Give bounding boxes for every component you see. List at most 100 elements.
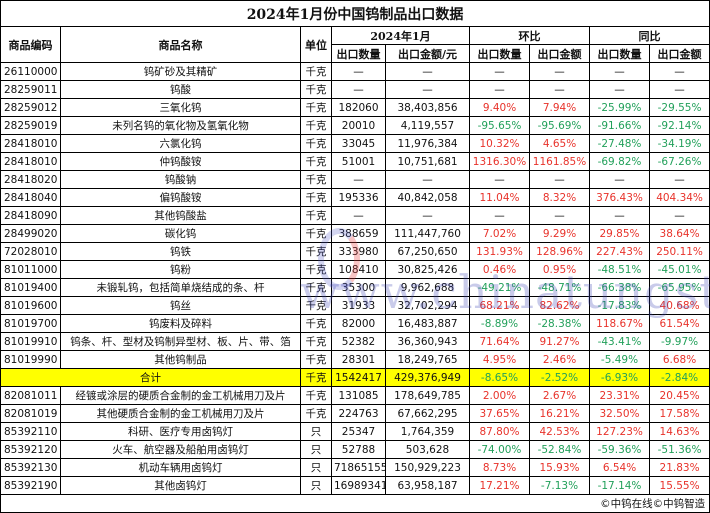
cell-yoy-qty: -91.66% xyxy=(589,116,650,135)
header-yoy: 同比 xyxy=(588,26,710,45)
cell-mom-amt: 91.27% xyxy=(529,332,590,351)
cell-yoy-qty: 118.67% xyxy=(589,314,650,333)
cell-unit: 千克 xyxy=(300,278,332,297)
header-amount: 出口金额/元 xyxy=(385,44,470,63)
cell-mom-amt: -48.71% xyxy=(529,278,590,297)
cell-unit: 千克 xyxy=(300,332,332,351)
cell-amount: 503,628 xyxy=(385,440,470,459)
cell-name: 经镀或涂层的硬质合金制的金工机械用刀及片 xyxy=(60,386,301,405)
cell-qty: 33045 xyxy=(331,134,386,153)
cell-mom-qty: 131.93% xyxy=(469,242,530,261)
cell-amount: 63,958,187 xyxy=(385,476,470,495)
cell-mom-qty: 17.21% xyxy=(469,476,530,495)
cell-qty: 131085 xyxy=(331,386,386,405)
cell-amount: — xyxy=(385,170,470,189)
cell-unit: 只 xyxy=(300,476,332,495)
cell-mom-amt: 82.62% xyxy=(529,296,590,315)
cell-yoy-qty: -66.38% xyxy=(589,278,650,297)
cell-yoy-amt: 17.58% xyxy=(648,404,710,423)
header-yoy-qty: 出口数量 xyxy=(589,44,650,63)
table-row: 28418010 六氯化钨 千克 33045 11,976,384 10.32% 4.65%… xyxy=(0,134,710,153)
cell-code: 26110000 xyxy=(0,62,61,81)
cell-yoy-qty: 376.43% xyxy=(589,188,650,207)
cell-mom-amt: -95.69% xyxy=(529,116,590,135)
cell-yoy-amt: 6.68% xyxy=(648,350,710,369)
cell-code: 82081019 xyxy=(0,404,61,423)
cell-mom-qty: 2.00% xyxy=(469,386,530,405)
cell-yoy-amt: — xyxy=(648,80,710,99)
table-row: 81019910 钨条、杆、型材及钨制异型材、板、片、带、箔 千克 52382 36,3… xyxy=(0,332,710,351)
cell-code: 28418010 xyxy=(0,152,61,171)
cell-amount: 36,360,943 xyxy=(385,332,470,351)
cell-mom-amt: 2.67% xyxy=(529,386,590,405)
cell-code: 81019600 xyxy=(0,296,61,315)
cell-amount: — xyxy=(385,80,470,99)
table-row: 85392110 科研、医疗专用卤钨灯只 25347 1,764,359 87.80% 4… xyxy=(0,422,710,441)
cell-code: 28418040 xyxy=(0,188,61,207)
cell-mom-amt: 128.96% xyxy=(529,242,590,261)
cell-mom-amt: 7.94% xyxy=(529,98,590,117)
cell-mom-qty: — xyxy=(469,80,530,99)
cell-yoy-amt: -2.84% xyxy=(648,368,710,387)
cell-qty: 52382 xyxy=(331,332,386,351)
cell-qty: 16989341 xyxy=(331,476,386,495)
cell-amount: 40,842,058 xyxy=(385,188,470,207)
cell-code: 28499020 xyxy=(0,224,61,243)
cell-unit: 千克 xyxy=(300,386,332,405)
cell-mom-qty: — xyxy=(469,170,530,189)
cell-amount: — xyxy=(385,206,470,225)
cell-mom-qty: 10.32% xyxy=(469,134,530,153)
cell-name: 偏钨酸铵 xyxy=(60,188,301,207)
cell-mom-qty: 68.21% xyxy=(469,296,530,315)
total-row: 合计 千克 1542417 429,376,949 -8.65% -2.52% -6.93%… xyxy=(0,368,710,387)
cell-yoy-amt: -34.19% xyxy=(648,134,710,153)
cell-yoy-amt: 20.45% xyxy=(648,386,710,405)
cell-name: 碳化钨 xyxy=(60,224,301,243)
table-row: 82081011 经镀或涂层的硬质合金制的金工机械用刀及片 千克 131085 178,… xyxy=(0,386,710,405)
cell-mom-qty: 9.40% xyxy=(469,98,530,117)
cell-code: 85392120 xyxy=(0,440,61,459)
cell-mom-qty: — xyxy=(469,62,530,81)
cell-name: 钨废料及碎料 xyxy=(60,314,301,333)
cell-qty: — xyxy=(331,62,386,81)
table-row: 28418010 仲钨酸铵 千克 51001 10,751,681 1316.30% 116… xyxy=(0,152,710,171)
cell-mom-amt: 42.53% xyxy=(529,422,590,441)
table-title: 2024年1月份中国钨制品出口数据 xyxy=(0,0,710,27)
cell-yoy-qty: 23.31% xyxy=(589,386,650,405)
cell-amount: 1,764,359 xyxy=(385,422,470,441)
table-row: 28259011 钨酸 千克 — — — — — — xyxy=(0,80,710,99)
cell-yoy-qty: — xyxy=(589,62,650,81)
cell-qty: 195336 xyxy=(331,188,386,207)
cell-yoy-qty: -59.36% xyxy=(589,440,650,459)
cell-unit: 千克 xyxy=(300,98,332,117)
header-mom: 环比 xyxy=(469,26,590,45)
cell-mom-amt: 0.95% xyxy=(529,260,590,279)
cell-code: 85392130 xyxy=(0,458,61,477)
cell-unit: 千克 xyxy=(300,80,332,99)
cell-amount: 32,702,294 xyxy=(385,296,470,315)
cell-amount: 11,976,384 xyxy=(385,134,470,153)
cell-mom-amt: 2.46% xyxy=(529,350,590,369)
cell-unit: 千克 xyxy=(300,242,332,261)
table-row: 28259012 三氧化钨 千克 182060 38,403,856 9.40% 7.94%… xyxy=(0,98,710,117)
cell-mom-qty: -49.21% xyxy=(469,278,530,297)
cell-code: 82081011 xyxy=(0,386,61,405)
cell-unit: 千克 xyxy=(300,206,332,225)
cell-yoy-amt: -92.14% xyxy=(648,116,710,135)
cell-mom-amt: 4.65% xyxy=(529,134,590,153)
cell-qty: 182060 xyxy=(331,98,386,117)
header-qty: 出口数量 xyxy=(331,44,386,63)
cell-code: 85392190 xyxy=(0,476,61,495)
copyright-footer: ©中钨在线©中钨智造 xyxy=(0,494,710,513)
cell-qty: 82000 xyxy=(331,314,386,333)
cell-yoy-amt: 38.64% xyxy=(648,224,710,243)
cell-code: 81019990 xyxy=(0,350,61,369)
cell-mom-qty: 0.46% xyxy=(469,260,530,279)
table-row: 81019600 钨丝 千克 31933 32,702,294 68.21% 82.62% -… xyxy=(0,296,710,315)
cell-qty: 31933 xyxy=(331,296,386,315)
cell-yoy-qty: -43.41% xyxy=(589,332,650,351)
cell-name: 六氯化钨 xyxy=(60,134,301,153)
cell-yoy-qty: -17.83% xyxy=(589,296,650,315)
cell-qty: 108410 xyxy=(331,260,386,279)
